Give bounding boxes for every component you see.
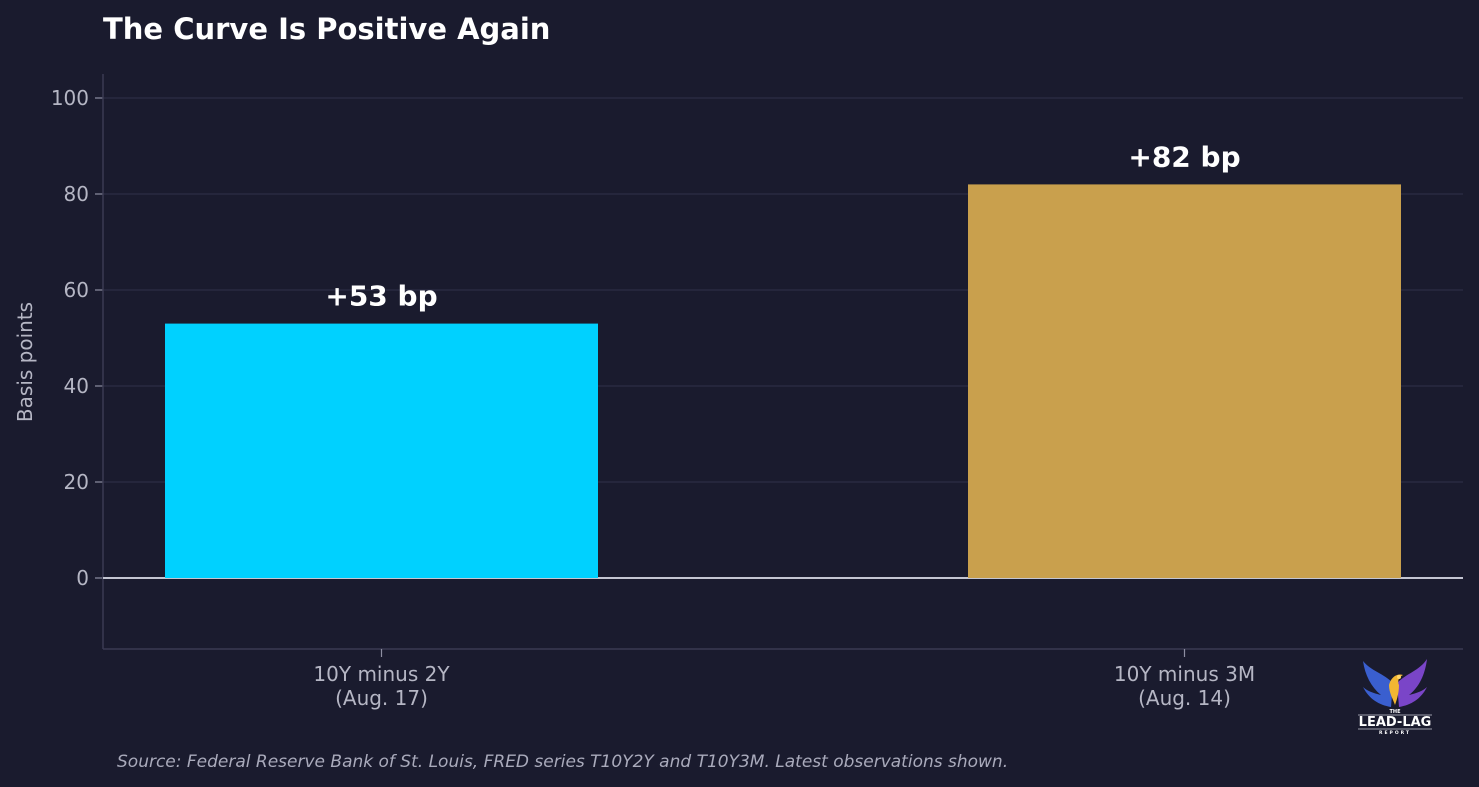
y-tick-label: 100 bbox=[51, 86, 89, 110]
chart-title: The Curve Is Positive Again bbox=[103, 12, 550, 46]
x-tick-label-date: (Aug. 14) bbox=[1138, 686, 1231, 710]
logo-line-bottom: REPORT bbox=[1379, 730, 1411, 736]
logo-line-main: LEAD-LAG bbox=[1359, 715, 1432, 730]
y-tick-labels: 0 20 40 60 80 100 bbox=[51, 86, 89, 590]
bar-value-label: +82 bp bbox=[1128, 140, 1240, 173]
x-tick-label-date: (Aug. 17) bbox=[335, 686, 428, 710]
source-note: Source: Federal Reserve Bank of St. Loui… bbox=[117, 752, 1008, 772]
y-tick-label: 0 bbox=[76, 566, 89, 590]
bar bbox=[968, 184, 1401, 578]
x-tick-label: 10Y minus 2Y bbox=[313, 662, 450, 686]
y-axis-label: Basis points bbox=[13, 302, 37, 422]
y-tick-label: 80 bbox=[64, 182, 89, 206]
x-tick-label: 10Y minus 3M bbox=[1114, 662, 1255, 686]
logo-line-top: THE bbox=[1389, 709, 1401, 715]
phoenix-icon bbox=[1363, 659, 1427, 707]
bar bbox=[165, 323, 598, 578]
x-tick-labels: 10Y minus 2Y(Aug. 17) 10Y minus 3M(Aug. 1… bbox=[313, 662, 1255, 710]
y-tick-label: 60 bbox=[64, 278, 89, 302]
bar-value-label: +53 bp bbox=[325, 280, 437, 313]
y-tick-label: 20 bbox=[64, 470, 89, 494]
y-tick-label: 40 bbox=[64, 374, 89, 398]
lead-lag-logo: THE LEAD-LAG REPORT bbox=[1358, 659, 1432, 736]
bars bbox=[165, 184, 1401, 578]
data-labels: +53 bp +82 bp bbox=[325, 140, 1240, 312]
